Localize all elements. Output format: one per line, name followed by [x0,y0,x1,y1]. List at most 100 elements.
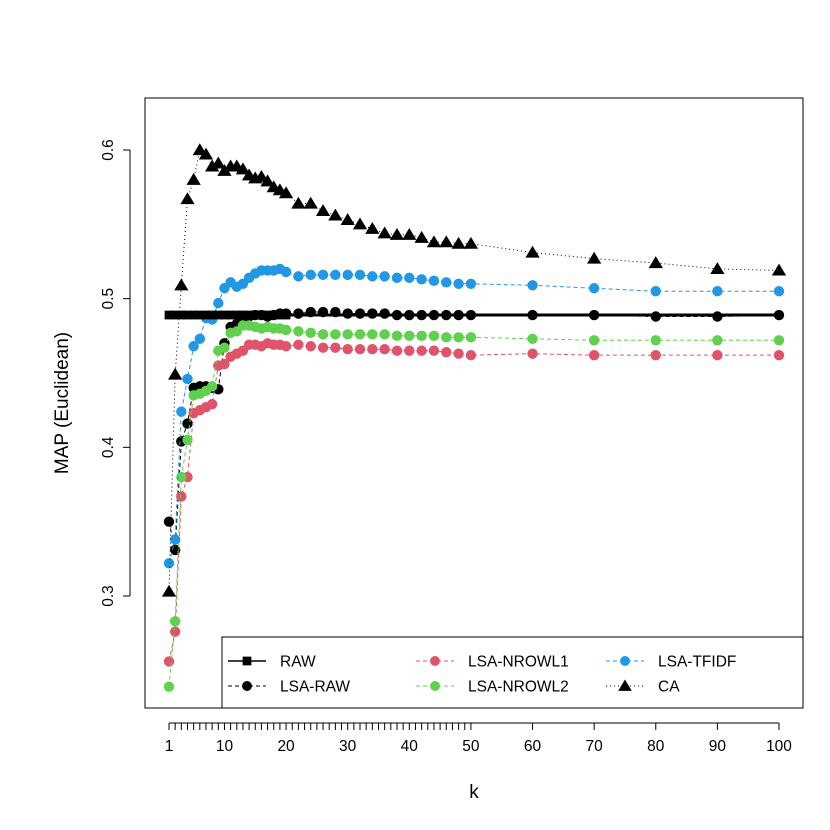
y-tick-label: 0.6 [100,139,117,161]
legend-marker-lsa-nrowl1 [430,656,440,666]
data-point-lsa-nrowl1-34 [367,344,378,355]
data-point-raw-13 [238,310,248,320]
data-point-ca-40 [402,227,417,240]
data-point-lsa-nrowl2-90 [712,335,723,346]
data-point-ca-3 [174,278,189,291]
data-point-raw-19 [275,310,285,320]
data-point-raw-7 [201,310,211,320]
data-point-lsa-tfidf-70 [588,283,600,294]
y-axis: 0.3 0.4 0.5 0.6 [100,139,131,607]
data-point-raw-20 [281,310,291,320]
data-point-ca-70 [587,251,602,264]
data-point-lsa-nrowl1-8 [206,399,218,410]
data-point-ca-30 [340,213,355,225]
data-point-lsa-nrowl1-50 [465,349,477,361]
data-point-lsa-tfidf-9 [213,297,224,309]
data-point-raw-17 [263,310,272,320]
data-point-lsa-nrowl1-26 [317,342,329,353]
series-line-ca [168,149,780,592]
data-point-lsa-nrowl2-34 [367,329,378,340]
data-point-ca-4 [180,192,195,205]
data-point-lsa-nrowl2-42 [416,330,427,342]
data-point-lsa-tfidf-30 [342,269,353,281]
legend-item-lsa-nrowl1: LSA-NROWL1 [416,654,569,671]
data-point-lsa-tfidf-5 [188,341,199,352]
data-point-lsa-nrowl2-46 [441,332,452,343]
data-point-lsa-nrowl1-38 [391,345,403,356]
series-lsa-nrowl2 [163,320,785,692]
data-point-lsa-tfidf-38 [391,272,403,284]
data-point-lsa-nrowl1-22 [293,339,304,350]
y-axis-title: MAP (Euclidean) [52,332,73,474]
data-point-ca-20 [278,186,294,199]
data-point-lsa-nrowl2-50 [465,332,477,343]
series-line-lsa-nrowl2 [168,324,779,687]
data-point-ca-13 [235,162,251,175]
data-point-lsa-nrowl2-32 [354,329,366,340]
data-point-lsa-tfidf-6 [194,333,206,345]
data-point-lsa-tfidf-2 [169,534,181,545]
data-point-ca-26 [315,204,331,217]
data-point-ca-28 [328,208,343,221]
x-axis: 1 10 20 30 40 50 60 70 80 90 100 [165,722,792,755]
x-tick-label: 80 [647,738,665,755]
data-point-ca-50 [463,236,479,249]
legend-marker-lsa-raw [242,681,252,691]
data-point-lsa-tfidf-24 [305,269,316,281]
data-point-lsa-nrowl1-42 [416,345,427,356]
data-point-lsa-nrowl2-80 [650,335,661,346]
data-point-ca-24 [303,196,318,209]
data-point-raw-6 [195,310,205,320]
data-point-lsa-nrowl2-60 [527,333,538,345]
data-point-lsa-tfidf-26 [317,269,329,281]
data-point-lsa-nrowl2-48 [453,332,464,343]
data-point-lsa-nrowl2-10 [219,342,230,353]
legend-item-lsa-tfidf: LSA-TFIDF [606,654,736,671]
data-point-lsa-raw-4 [182,418,193,429]
data-point-raw-2 [170,310,180,320]
legend-label-ca: CA [658,679,680,696]
legend-label-lsa-nrowl2: LSA-NROWL2 [468,679,569,696]
data-point-raw-1 [164,310,174,320]
data-point-ca-7 [198,147,214,160]
data-point-raw-11 [226,310,235,320]
data-point-lsa-tfidf-80 [650,286,661,297]
data-point-lsa-tfidf-50 [465,278,477,289]
data-point-lsa-nrowl1-20 [280,341,292,352]
data-point-lsa-nrowl2-8 [206,381,218,392]
data-point-lsa-nrowl2-20 [280,324,292,336]
data-point-ca-9 [211,156,226,169]
data-point-raw-10 [220,310,229,320]
x-tick-label: 70 [586,738,604,755]
data-point-lsa-nrowl2-38 [391,330,403,342]
data-point-raw-4 [183,310,192,320]
data-point-lsa-nrowl1-80 [650,349,661,361]
series-ca [161,143,787,597]
data-point-lsa-tfidf-40 [404,272,415,284]
data-point-lsa-nrowl2-3 [176,471,187,483]
series-line-lsa-nrowl1 [168,342,779,662]
data-point-lsa-nrowl2-1 [163,681,175,692]
x-tick-label: 30 [339,738,357,755]
data-point-lsa-nrowl1-70 [588,349,600,361]
data-point-lsa-tfidf-100 [773,286,785,297]
data-point-lsa-nrowl2-28 [330,329,341,340]
plot-area-frame [144,97,804,709]
data-point-ca-90 [710,262,725,275]
x-tick-label: 40 [401,738,419,755]
legend-marker-lsa-nrowl2 [430,681,440,691]
legend-marker-lsa-tfidf [620,656,630,666]
data-point-lsa-tfidf-32 [354,269,366,281]
data-point-lsa-tfidf-28 [330,269,341,281]
data-point-lsa-raw-1 [163,516,175,527]
data-point-lsa-tfidf-48 [453,278,464,289]
data-point-lsa-tfidf-60 [527,280,538,291]
data-point-lsa-nrowl2-22 [293,326,304,337]
data-point-raw-9 [213,310,223,320]
data-point-raw-16 [257,310,266,320]
series-lsa-tfidf [163,263,785,569]
series-lsa-nrowl1 [163,338,785,667]
data-point-lsa-nrowl1-40 [404,345,415,356]
x-tick-label: 20 [277,738,295,755]
data-point-lsa-nrowl1-1 [163,656,175,667]
